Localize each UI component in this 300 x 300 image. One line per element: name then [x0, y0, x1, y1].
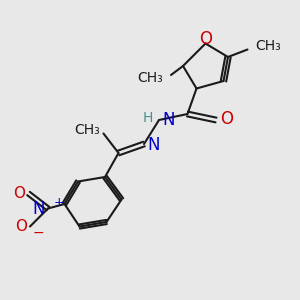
- Text: N: N: [162, 111, 175, 129]
- Text: O: O: [15, 219, 27, 234]
- Text: +: +: [54, 196, 64, 209]
- Text: O: O: [199, 30, 212, 48]
- Text: H: H: [142, 112, 153, 125]
- Text: N: N: [32, 200, 45, 217]
- Text: O: O: [220, 110, 233, 128]
- Text: O: O: [14, 186, 26, 201]
- Text: CH₃: CH₃: [75, 124, 101, 137]
- Text: N: N: [147, 136, 160, 154]
- Text: −: −: [33, 226, 45, 239]
- Text: CH₃: CH₃: [255, 40, 281, 53]
- Text: CH₃: CH₃: [138, 71, 164, 85]
